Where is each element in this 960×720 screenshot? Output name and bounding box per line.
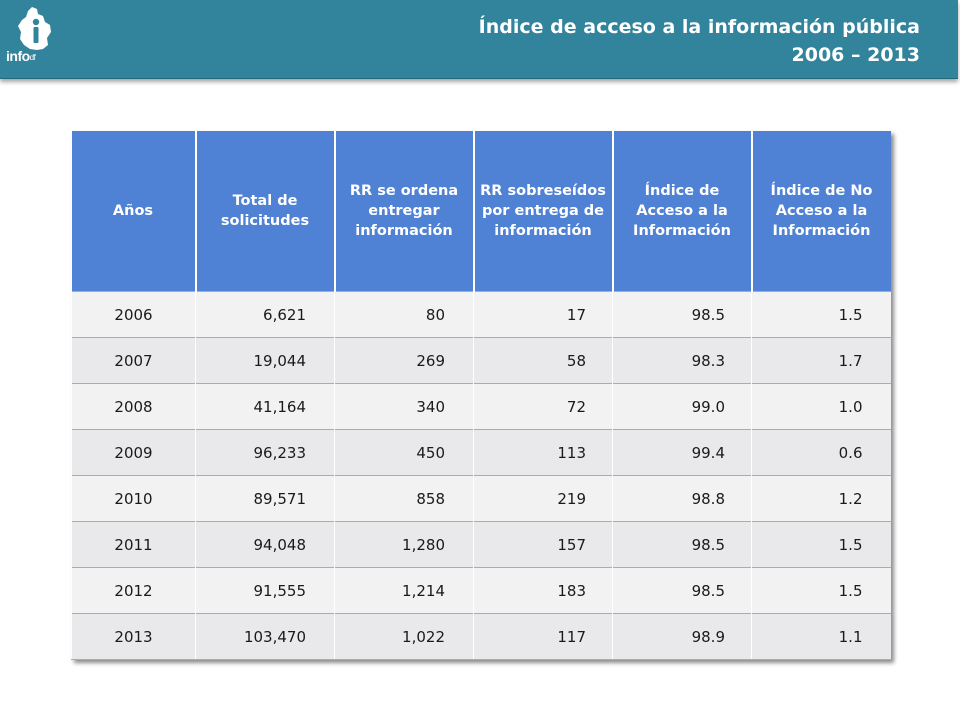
table-cell: 96,233: [195, 429, 335, 476]
table-cell: 340: [334, 383, 474, 430]
data-table: Años Total de solicitudes RR se ordena e…: [71, 131, 891, 660]
table-cell: 2008: [71, 383, 196, 430]
title-block: Índice de acceso a la información públic…: [479, 13, 920, 69]
table-row: 2011 94,048 1,280 157 98.5 1.5: [71, 521, 891, 568]
column-header-years: Años: [71, 131, 196, 292]
column-header-access-index: Índice de Acceso a la Información: [611, 131, 752, 292]
table-cell: 99.4: [612, 429, 752, 476]
column-header-total-requests: Total de solicitudes: [194, 131, 335, 292]
table-cell: 98.5: [612, 291, 752, 338]
table-cell: 80: [334, 291, 474, 338]
table-cell: 117: [473, 613, 613, 660]
table-cell: 1.5: [751, 291, 891, 338]
table-cell: 98.8: [612, 475, 752, 522]
table-cell: 98.5: [612, 521, 752, 568]
table-cell: 19,044: [195, 337, 335, 384]
column-header-rr-ordered: RR se ordena entregar información: [333, 131, 474, 292]
table-cell: 94,048: [195, 521, 335, 568]
table-row: 2013 103,470 1,022 117 98.9 1.1: [71, 613, 891, 660]
table-cell: 2013: [71, 613, 196, 660]
table-cell: 98.9: [612, 613, 752, 660]
table-cell: 89,571: [195, 475, 335, 522]
data-table-container: Años Total de solicitudes RR se ordena e…: [71, 131, 891, 660]
column-header-no-access-index: Índice de No Acceso a la Información: [750, 131, 891, 292]
table-cell: 858: [334, 475, 474, 522]
table-cell: 113: [473, 429, 613, 476]
table-cell: 41,164: [195, 383, 335, 430]
table-cell: 1,022: [334, 613, 474, 660]
table-cell: 1.1: [751, 613, 891, 660]
page-title: Índice de acceso a la información públic…: [478, 16, 920, 38]
column-header-rr-dismissed: RR sobreseídos por entrega de informació…: [472, 131, 613, 292]
table-cell: 157: [473, 521, 613, 568]
table-cell: 1.5: [751, 521, 891, 568]
table-cell: 17: [473, 291, 613, 338]
table-cell: 103,470: [195, 613, 335, 660]
header-bar: infodf Índice de acceso a la información…: [0, 0, 958, 79]
infodf-logo-icon: [18, 7, 51, 50]
table-cell: 1.7: [751, 337, 891, 384]
table-cell: 2010: [71, 475, 196, 522]
table-cell: 98.3: [612, 337, 752, 384]
table-cell: 2009: [71, 429, 196, 476]
table-cell: 1.2: [751, 475, 891, 522]
table-cell: 2012: [71, 567, 196, 614]
table-row: 2008 41,164 340 72 99.0 1.0: [71, 383, 891, 430]
table-cell: 2007: [71, 337, 196, 384]
table-cell: 183: [473, 567, 613, 614]
table-cell: 2006: [71, 291, 196, 338]
table-cell: 219: [473, 475, 613, 522]
page-subtitle: 2006 – 2013: [791, 44, 921, 66]
table-row: 2009 96,233 450 113 99.4 0.6: [71, 429, 891, 476]
table-header-row: Años Total de solicitudes RR se ordena e…: [71, 131, 891, 292]
table-cell: 1.5: [751, 567, 891, 614]
table-row: 2012 91,555 1,214 183 98.5 1.5: [71, 567, 891, 614]
table-cell: 269: [334, 337, 474, 384]
table-cell: 1,280: [334, 521, 474, 568]
table-cell: 91,555: [195, 567, 335, 614]
table-cell: 1.0: [751, 383, 891, 430]
table-row: 2007 19,044 269 58 98.3 1.7: [71, 337, 891, 384]
table-cell: 450: [334, 429, 474, 476]
table-cell: 1,214: [334, 567, 474, 614]
table-cell: 99.0: [612, 383, 752, 430]
table-row: 2006 6,621 80 17 98.5 1.5: [71, 291, 891, 338]
table-cell: 58: [473, 337, 613, 384]
table-cell: 6,621: [195, 291, 335, 338]
table-cell: 2011: [71, 521, 196, 568]
table-row: 2010 89,571 858 219 98.8 1.2: [71, 475, 891, 522]
table-cell: 72: [473, 383, 613, 430]
table-cell: 0.6: [751, 429, 891, 476]
table-cell: 98.5: [612, 567, 752, 614]
logo-text: infodf: [6, 48, 36, 64]
